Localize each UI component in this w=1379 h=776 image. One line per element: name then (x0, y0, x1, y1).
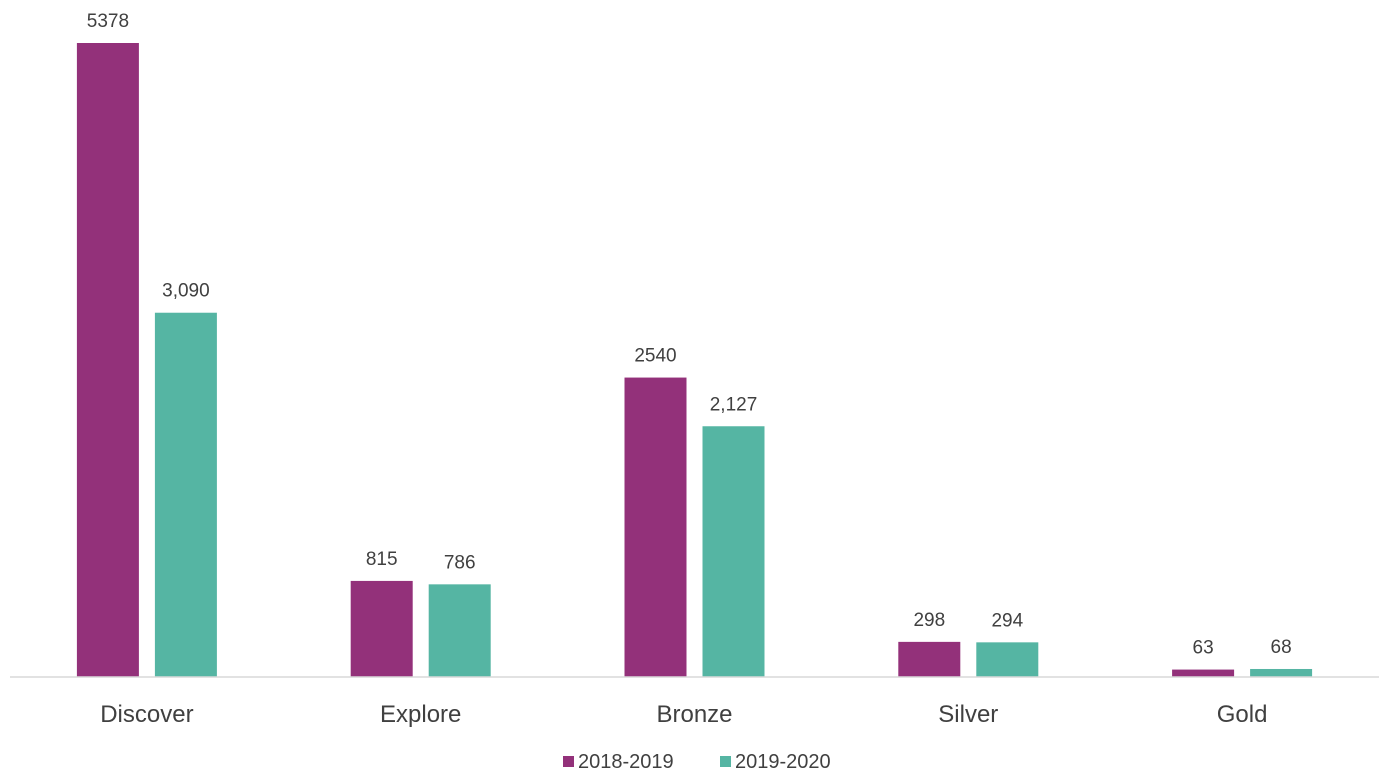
data-label-bronze-2019-2020: 2,127 (710, 394, 758, 415)
category-label-bronze: Bronze (656, 701, 732, 728)
data-label-gold-2019-2020: 68 (1271, 637, 1292, 658)
category-label-explore: Explore (380, 701, 461, 728)
data-label-silver-2018-2019: 298 (913, 610, 945, 631)
bars-group (76, 43, 1313, 677)
data-label-explore-2018-2019: 815 (366, 549, 398, 570)
legend-label-2019-2020: 2019-2020 (735, 751, 831, 773)
category-label-gold: Gold (1217, 701, 1268, 728)
legend-marker-2019-2020 (720, 756, 731, 767)
data-label-discover-2019-2020: 3,090 (162, 281, 210, 302)
bar-gold-2019-2020 (1250, 668, 1313, 677)
bar-discover-2019-2020 (154, 312, 217, 677)
data-label-bronze-2018-2019: 2540 (634, 346, 676, 367)
category-labels-group: Discover Explore Bronze Silver Gold (100, 701, 1267, 728)
legend: 2018-2019 2019-2020 (563, 751, 831, 773)
bar-silver-2019-2020 (976, 642, 1039, 677)
data-label-silver-2019-2020: 294 (991, 610, 1023, 631)
bar-explore-2018-2019 (350, 580, 413, 677)
category-label-discover: Discover (100, 701, 193, 728)
data-labels-group: 5378 3,090 815 786 2540 2,127 298 294 63 68 (87, 11, 1292, 659)
category-label-silver: Silver (938, 701, 998, 728)
legend-marker-2018-2019 (563, 756, 574, 767)
data-label-discover-2018-2019: 5378 (87, 11, 129, 32)
bar-gold-2018-2019 (1172, 669, 1235, 677)
data-label-explore-2019-2020: 786 (444, 552, 476, 573)
bar-bronze-2019-2020 (702, 426, 765, 677)
data-label-gold-2018-2019: 63 (1193, 638, 1214, 659)
bar-explore-2019-2020 (428, 584, 491, 677)
bar-bronze-2018-2019 (624, 377, 687, 677)
bar-silver-2018-2019 (898, 641, 961, 677)
legend-label-2018-2019: 2018-2019 (578, 751, 674, 773)
bar-discover-2018-2019 (76, 43, 139, 677)
